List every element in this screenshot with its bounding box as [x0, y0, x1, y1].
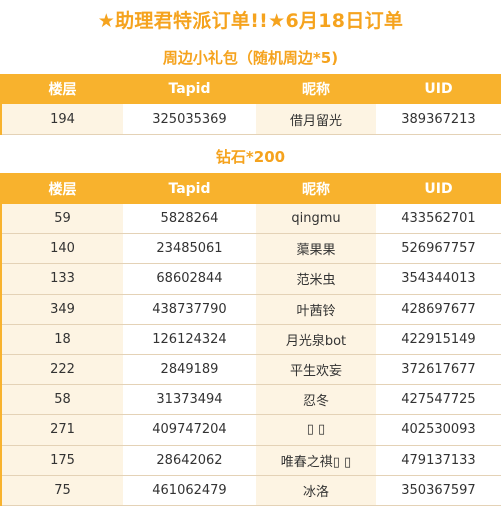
cell-tapid: 2849189: [123, 354, 256, 386]
cell-uid: 422915149: [376, 324, 501, 355]
table-row: 75 461062479 冰洛 350367597: [1, 475, 501, 506]
cell-floor: 75: [1, 475, 123, 506]
cell-floor: 140: [1, 233, 123, 265]
cell-uid: 354344013: [376, 263, 501, 295]
cell-tapid: 68602844: [123, 263, 256, 295]
cell-tapid: 5828264: [123, 204, 256, 235]
cell-nickname: 范米虫: [256, 263, 376, 295]
column-header-tapid: Tapid: [123, 173, 256, 204]
column-header-nickname: 昵称: [256, 74, 376, 104]
diamonds-table: 楼层 Tapid 昵称 UID 59 5828264 qingmu 433562701…: [0, 173, 501, 506]
column-header-uid: UID: [376, 173, 501, 204]
cell-tapid: 409747204: [123, 414, 256, 446]
table-row: 133 68602844 范米虫 354344013: [1, 263, 501, 295]
page-title: ★助理君特派订单!!★6月18日订单: [97, 10, 404, 32]
cell-uid: 350367597: [376, 475, 501, 506]
cell-nickname: 唯春之祺▯ ▯: [256, 445, 376, 476]
cell-nickname: 月光泉bot: [256, 324, 376, 355]
cell-nickname: ▯ ▯: [256, 414, 376, 446]
table-row: 140 23485061 蕖果果 526967757: [1, 233, 501, 265]
section-title-diamonds: 钻石*200: [215, 148, 286, 166]
table-row: 194 325035369 借月留光 389367213: [1, 104, 501, 135]
cell-nickname: 冰洛: [256, 475, 376, 506]
cell-tapid: 28642062: [123, 445, 256, 476]
section-title-gift-pack: 周边小礼包（随机周边*5): [162, 49, 339, 67]
table-row: 271 409747204 ▯ ▯ 402530093: [1, 414, 501, 446]
cell-floor: 175: [1, 445, 123, 476]
column-header-nickname: 昵称: [256, 173, 376, 204]
column-header-tapid: Tapid: [123, 74, 256, 104]
cell-floor: 18: [1, 324, 123, 355]
cell-uid: 427547725: [376, 384, 501, 416]
table-row: 59 5828264 qingmu 433562701: [1, 204, 501, 235]
cell-tapid: 31373494: [123, 384, 256, 416]
table-row: 175 28642062 唯春之祺▯ ▯ 479137133: [1, 445, 501, 476]
cell-nickname: 叶茜铃: [256, 294, 376, 325]
column-header-uid: UID: [376, 74, 501, 104]
cell-nickname: 平生欢妄: [256, 354, 376, 386]
column-header-floor: 楼层: [1, 74, 123, 104]
cell-nickname: 蕖果果: [256, 233, 376, 265]
cell-tapid: 126124324: [123, 324, 256, 355]
cell-floor: 58: [1, 384, 123, 416]
cell-uid: 526967757: [376, 233, 501, 265]
cell-nickname: 借月留光: [256, 104, 376, 135]
cell-floor: 59: [1, 204, 123, 235]
column-header-floor: 楼层: [1, 173, 123, 204]
cell-uid: 433562701: [376, 204, 501, 235]
cell-uid: 479137133: [376, 445, 501, 476]
cell-tapid: 438737790: [123, 294, 256, 325]
cell-tapid: 325035369: [123, 104, 256, 135]
cell-nickname: qingmu: [256, 204, 376, 235]
gift-pack-table: 楼层 Tapid 昵称 UID 194 325035369 借月留光 38936721…: [0, 74, 501, 135]
cell-floor: 271: [1, 414, 123, 446]
cell-uid: 428697677: [376, 294, 501, 325]
table-row: 58 31373494 忍冬 427547725: [1, 384, 501, 416]
cell-uid: 389367213: [376, 104, 501, 135]
cell-uid: 402530093: [376, 414, 501, 446]
cell-floor: 133: [1, 263, 123, 295]
table-row: 349 438737790 叶茜铃 428697677: [1, 294, 501, 325]
table-row: 222 2849189 平生欢妄 372617677: [1, 354, 501, 386]
cell-floor: 349: [1, 294, 123, 325]
table-row: 18 126124324 月光泉bot 422915149: [1, 324, 501, 355]
cell-tapid: 461062479: [123, 475, 256, 506]
cell-floor: 222: [1, 354, 123, 386]
cell-tapid: 23485061: [123, 233, 256, 265]
table-header-row: 楼层 Tapid 昵称 UID: [1, 74, 501, 104]
cell-floor: 194: [1, 104, 123, 135]
cell-nickname: 忍冬: [256, 384, 376, 416]
table-header-row: 楼层 Tapid 昵称 UID: [1, 173, 501, 204]
cell-uid: 372617677: [376, 354, 501, 386]
